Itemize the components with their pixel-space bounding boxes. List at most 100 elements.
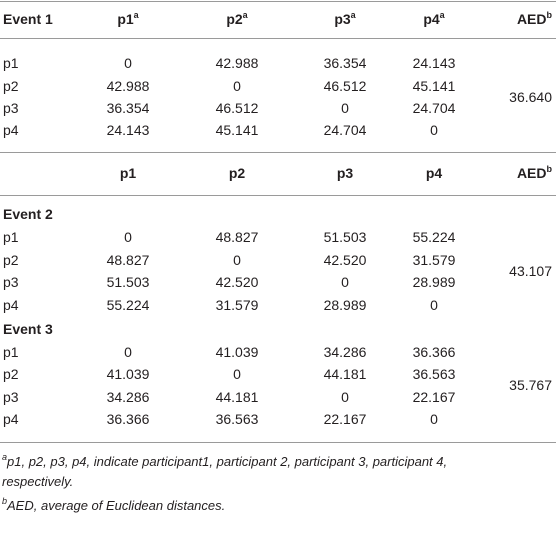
aed-value: 43.107 xyxy=(509,263,552,279)
rule xyxy=(0,195,556,196)
distance-value: 0 xyxy=(430,297,438,313)
row-label: p4 xyxy=(3,297,19,313)
distance-value: 42.520 xyxy=(323,252,367,268)
distance-value: 55.224 xyxy=(106,297,150,313)
distance-value: 0 xyxy=(124,55,132,71)
event-label: Event 3 xyxy=(3,321,53,337)
distance-value: 0 xyxy=(233,366,241,382)
row-label: p1 xyxy=(3,229,19,245)
row-label: p4 xyxy=(3,411,19,427)
distance-value: 34.286 xyxy=(323,344,367,360)
distance-value: 44.181 xyxy=(215,389,259,405)
distance-value: 0 xyxy=(233,78,241,94)
distance-value: 48.827 xyxy=(215,229,259,245)
footnote: ap1, p2, p3, p4, indicate participant1, … xyxy=(2,452,522,492)
distance-value: 55.224 xyxy=(412,229,456,245)
column-header-text: p2 xyxy=(226,11,243,27)
distance-value: 48.827 xyxy=(106,252,150,268)
column-header: p4a xyxy=(423,10,444,28)
column-header-sup: b xyxy=(546,10,553,20)
distance-value: 0 xyxy=(430,411,438,427)
distance-value: 36.354 xyxy=(106,100,150,116)
distance-value: 45.141 xyxy=(412,78,456,94)
distance-value: 0 xyxy=(124,229,132,245)
event-label: Event 2 xyxy=(3,206,53,222)
distance-value: 51.503 xyxy=(106,274,150,290)
distance-value: 36.563 xyxy=(412,366,456,382)
distance-value: 22.167 xyxy=(412,389,456,405)
column-header-sup: a xyxy=(350,10,356,20)
column-header: p1 xyxy=(119,165,137,181)
column-header-text: p4 xyxy=(423,11,440,27)
distance-value: 0 xyxy=(341,274,349,290)
row-label: p3 xyxy=(3,100,19,116)
distance-value: 41.039 xyxy=(106,366,150,382)
distance-value: 24.143 xyxy=(106,122,150,138)
distance-value: 36.366 xyxy=(106,411,150,427)
column-header-text: AED xyxy=(516,165,547,181)
rule xyxy=(0,1,556,2)
rule xyxy=(0,152,556,153)
row-label: p2 xyxy=(3,366,19,382)
distance-value: 42.988 xyxy=(215,55,259,71)
footnote-marker: b xyxy=(2,496,8,506)
footnotes: ap1, p2, p3, p4, indicate participant1, … xyxy=(2,452,522,520)
column-header: p2 xyxy=(228,165,246,181)
column-header: p3a xyxy=(334,10,355,28)
distance-value: 36.563 xyxy=(215,411,259,427)
distance-value: 45.141 xyxy=(215,122,259,138)
row-label: p1 xyxy=(3,344,19,360)
distance-value: 24.704 xyxy=(412,100,456,116)
column-header: p3 xyxy=(336,165,354,181)
column-header: AEDb xyxy=(517,10,552,28)
distance-value: 22.167 xyxy=(323,411,367,427)
distance-value: 42.520 xyxy=(215,274,259,290)
column-header-text: p3 xyxy=(334,11,351,27)
footnote-text: AED, average of Euclidean distances. xyxy=(7,498,226,513)
column-header-text: p1 xyxy=(117,11,134,27)
distance-value: 51.503 xyxy=(323,229,367,245)
distance-value: 44.181 xyxy=(323,366,367,382)
row-label: p2 xyxy=(3,78,19,94)
row-label: p1 xyxy=(3,55,19,71)
distance-value: 36.354 xyxy=(323,55,367,71)
row-label: p3 xyxy=(3,389,19,405)
event-label: Event 1 xyxy=(3,11,53,27)
column-header-sup: b xyxy=(546,164,553,174)
distance-value: 31.579 xyxy=(215,297,259,313)
column-header: AEDb xyxy=(517,164,552,182)
column-header: p4 xyxy=(425,165,443,181)
distance-value: 28.989 xyxy=(323,297,367,313)
distance-value: 24.704 xyxy=(323,122,367,138)
aed-value: 36.640 xyxy=(509,89,552,105)
column-header-sup: a xyxy=(133,10,139,20)
distance-value: 0 xyxy=(430,122,438,138)
column-header-sup: a xyxy=(242,10,248,20)
column-header: p1a xyxy=(117,10,138,28)
distance-value: 24.143 xyxy=(412,55,456,71)
row-label: p2 xyxy=(3,252,19,268)
footnote: bAED, average of Euclidean distances. xyxy=(2,496,522,516)
distance-value: 36.366 xyxy=(412,344,456,360)
distance-value: 0 xyxy=(124,344,132,360)
distance-value: 41.039 xyxy=(215,344,259,360)
distance-value: 28.989 xyxy=(412,274,456,290)
aed-value: 35.767 xyxy=(509,377,552,393)
distance-value: 46.512 xyxy=(215,100,259,116)
distance-value: 42.988 xyxy=(106,78,150,94)
distance-value: 0 xyxy=(341,389,349,405)
column-header-sup: a xyxy=(439,10,445,20)
column-header-text: AED xyxy=(516,11,547,27)
distance-value: 34.286 xyxy=(106,389,150,405)
footnote-text: p1, p2, p3, p4, indicate participant1, p… xyxy=(2,454,448,489)
distance-value: 0 xyxy=(233,252,241,268)
rule xyxy=(0,38,556,39)
rule xyxy=(0,442,556,443)
footnote-marker: a xyxy=(2,452,8,462)
distance-value: 0 xyxy=(341,100,349,116)
row-label: p4 xyxy=(3,122,19,138)
distance-value: 46.512 xyxy=(323,78,367,94)
column-header: p2a xyxy=(226,10,247,28)
distance-value: 31.579 xyxy=(412,252,456,268)
